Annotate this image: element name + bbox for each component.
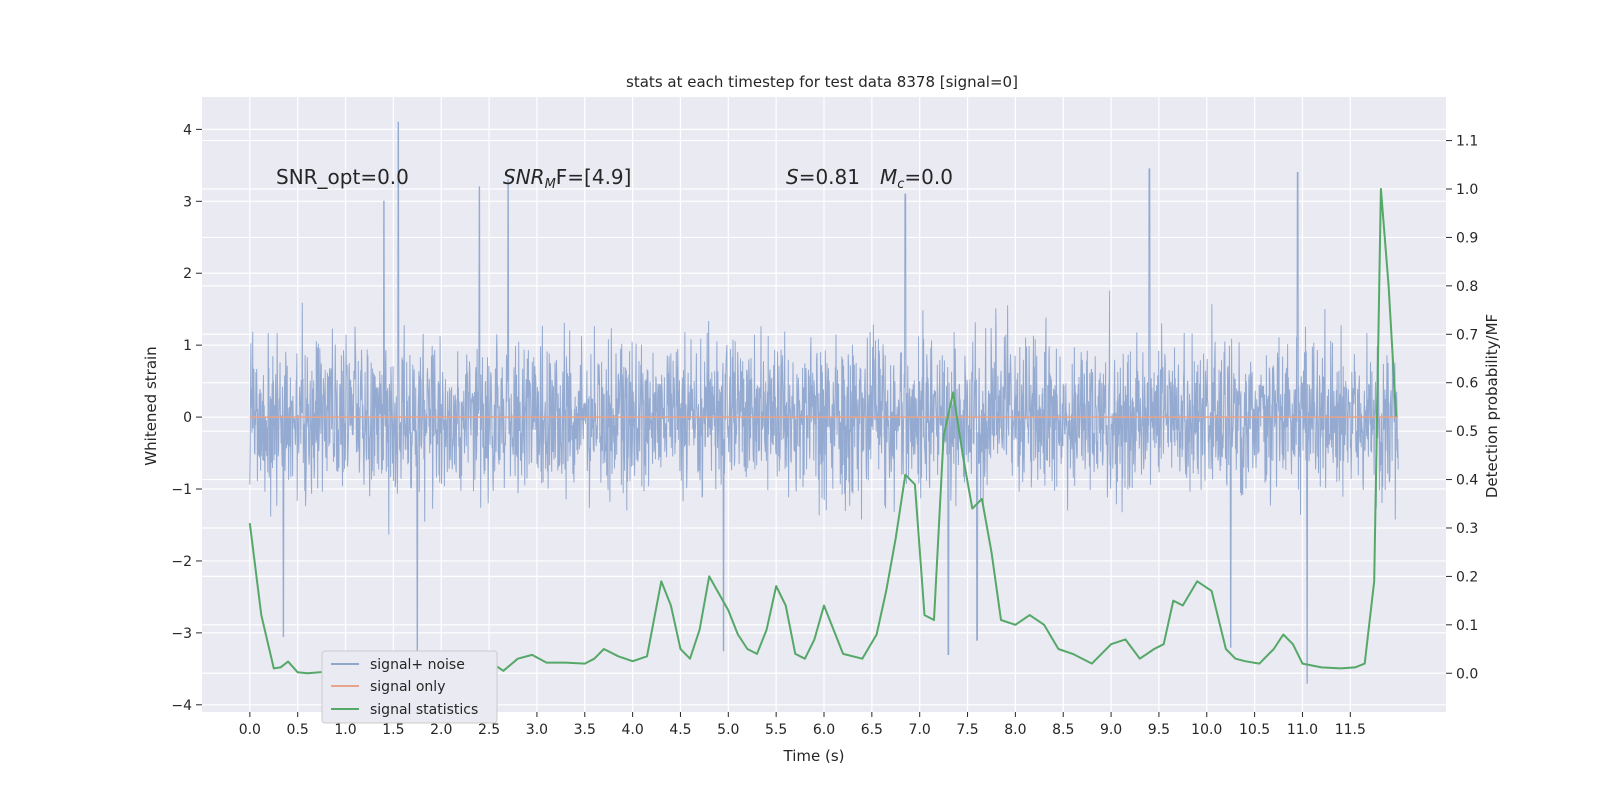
y2-tick-label-9: 0.9: [1456, 230, 1478, 246]
x-tick-label-7: 3.5: [574, 722, 596, 738]
annotation-snr-opt: SNR_opt=0.0: [276, 165, 409, 189]
legend-label-signal: signal only: [370, 679, 445, 695]
x-tick-label-4: 2.0: [430, 722, 452, 738]
y-tick-label-1: −3: [171, 626, 192, 642]
x-tick-label-22: 11.0: [1287, 722, 1318, 738]
x-tick-label-0: 0.0: [239, 722, 261, 738]
annotation-s-italic: S: [786, 165, 799, 189]
x-tick-label-15: 7.5: [956, 722, 978, 738]
y2-tick-label-10: 1.0: [1456, 182, 1478, 198]
y2-tick-label-0: 0.0: [1456, 666, 1478, 682]
y-tick-label-6: 2: [183, 266, 192, 282]
annotation-snr-mf-sub: M: [545, 177, 556, 192]
y-tick-label-2: −2: [171, 554, 192, 570]
legend-label-noise: signal+ noise: [370, 657, 465, 673]
y-tick-label-0: −4: [171, 698, 192, 714]
x-tick-label-16: 8.0: [1004, 722, 1026, 738]
x-tick-label-8: 4.0: [621, 722, 643, 738]
x-tick-label-6: 3.0: [526, 722, 548, 738]
x-tick-label-9: 4.5: [669, 722, 691, 738]
y2-tick-label-8: 0.8: [1456, 279, 1478, 295]
y2-tick-label-1: 0.1: [1456, 618, 1478, 634]
legend-label-stats: signal statistics: [370, 702, 478, 718]
y-tick-label-5: 1: [183, 338, 192, 354]
x-tick-label-17: 8.5: [1052, 722, 1074, 738]
annotation-snr-mf: SNRMF=[4.9]: [503, 165, 631, 192]
x-tick-label-23: 11.5: [1335, 722, 1366, 738]
y2-tick-label-7: 0.7: [1456, 327, 1478, 343]
x-tick-label-20: 10.0: [1191, 722, 1222, 738]
annotation-s-rest: =0.81: [799, 165, 860, 189]
x-tick-label-12: 6.0: [813, 722, 835, 738]
y-tick-label-7: 3: [183, 194, 192, 210]
x-tick-label-1: 0.5: [287, 722, 309, 738]
x-tick-label-13: 6.5: [861, 722, 883, 738]
legend-box: [321, 650, 498, 724]
annotation-mc-rest: =0.0: [904, 165, 953, 189]
x-tick-label-14: 7.0: [909, 722, 931, 738]
annotation-snr-mf-rest: F=[4.9]: [556, 165, 632, 189]
legend: signal+ noise signal only signal statist…: [321, 650, 498, 724]
chart-title: stats at each timestep for test data 837…: [626, 73, 1018, 91]
y-tick-label-8: 4: [183, 122, 192, 138]
x-tick-label-18: 9.0: [1100, 722, 1122, 738]
annotation-mc-main: M: [880, 165, 897, 189]
y2-tick-label-11: 1.1: [1456, 134, 1478, 150]
x-tick-label-19: 9.5: [1148, 722, 1170, 738]
y2-tick-label-2: 0.2: [1456, 569, 1478, 585]
x-tick-label-2: 1.0: [334, 722, 356, 738]
annotations: SNR_opt=0.0 SNRMF=[4.9] S=0.81 Mc=0.0: [276, 165, 953, 192]
y-tick-label-3: −1: [171, 482, 192, 498]
annotation-mc: Mc=0.0: [880, 165, 953, 192]
y2-tick-label-4: 0.4: [1456, 473, 1478, 489]
y-tick-label-4: 0: [183, 410, 192, 426]
annotation-mc-sub: c: [897, 177, 904, 192]
x-axis-title: Time (s): [783, 747, 845, 765]
axes: 0.0 0.5 1.0 1.5 2.0 2.5 3.0 3.5 4.0 4.5 5.0 5.5 6.0 6…: [171, 122, 1478, 738]
x-tick-label-3: 1.5: [382, 722, 404, 738]
y2-tick-label-3: 0.3: [1456, 521, 1478, 537]
x-tick-label-21: 10.5: [1239, 722, 1270, 738]
x-tick-label-5: 2.5: [478, 722, 500, 738]
x-tick-label-11: 5.5: [765, 722, 787, 738]
x-tick-label-10: 5.0: [717, 722, 739, 738]
y2-tick-label-6: 0.6: [1456, 376, 1478, 392]
annotation-s: S=0.81: [786, 165, 860, 189]
y2-axis-title: Detection probability/MF: [1483, 314, 1501, 498]
annotation-snr-mf-main: SNR: [503, 165, 545, 189]
y-axis-title: Whitened strain: [142, 346, 160, 465]
y2-tick-label-5: 0.5: [1456, 424, 1478, 440]
